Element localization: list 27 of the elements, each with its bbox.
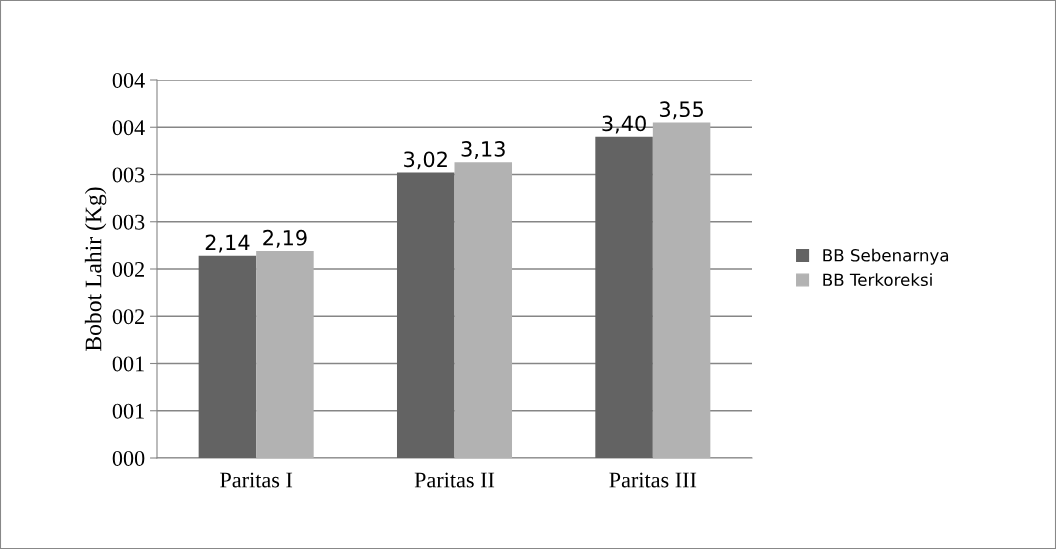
bar <box>652 122 711 458</box>
legend-label: BB Terkoreksi <box>823 273 932 287</box>
y-tick-label: 004 <box>112 120 145 136</box>
data-label: 3,13 <box>461 141 505 159</box>
x-tick-label: Paritas II <box>414 472 495 488</box>
y-tick-label: 001 <box>112 403 144 419</box>
y-tick-label: 003 <box>112 167 145 183</box>
y-tick-label: 001 <box>112 356 144 372</box>
data-label: 3,02 <box>404 151 447 170</box>
data-label: 2,19 <box>263 229 307 248</box>
y-tick-label: 002 <box>112 309 144 325</box>
y-tick-label: 003 <box>112 214 145 230</box>
data-label: 3,55 <box>659 101 703 120</box>
y-tick-label: 002 <box>112 261 144 277</box>
bar <box>198 255 257 458</box>
x-tick-label: Paritas III <box>609 472 697 488</box>
data-label: 2,14 <box>205 234 250 253</box>
bar <box>454 162 513 458</box>
y-axis-title: Bobot Lahir (Kg) <box>84 187 107 351</box>
bar <box>256 251 314 458</box>
legend-label: BB Sebenarnya <box>823 248 949 265</box>
bar <box>595 136 653 458</box>
y-tick-label: 004 <box>112 72 145 88</box>
y-tick-label: 000 <box>112 450 145 466</box>
x-tick-label: Paritas I <box>220 472 293 488</box>
bar <box>396 172 455 458</box>
data-label: 3,40 <box>602 115 646 134</box>
